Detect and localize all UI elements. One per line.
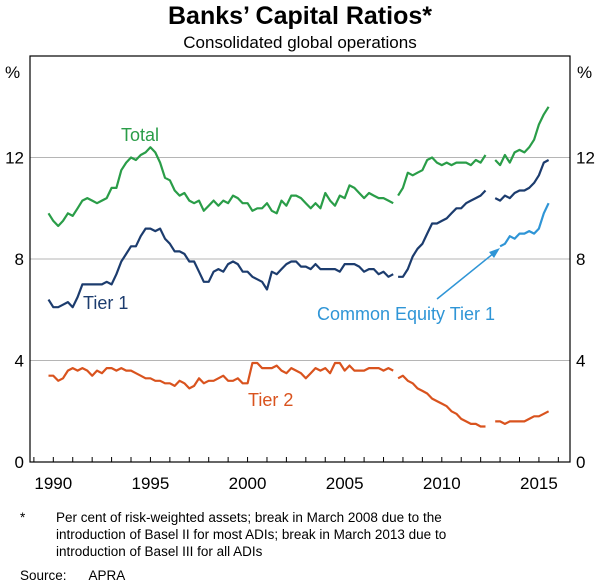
- line-tier2-segment-2: [397, 374, 486, 428]
- source-label: Source:: [20, 568, 67, 583]
- y-tick-label-right: 8: [576, 250, 585, 269]
- cet1-annotation-arrow: [436, 248, 500, 300]
- footnote-line-1: Per cent of risk-weighted assets; break …: [56, 510, 442, 525]
- line-tier1-segment-1: [47, 227, 394, 309]
- y-tick-label-left: 0: [15, 453, 24, 472]
- source-note: Source: APRA: [20, 568, 125, 583]
- label-total: Total: [121, 125, 159, 145]
- source-value: APRA: [88, 568, 126, 583]
- y-unit-left: %: [5, 63, 20, 82]
- gridlines: [30, 157, 570, 361]
- footnote-marker: *: [20, 510, 26, 525]
- y-tick-label-right: 4: [576, 352, 585, 371]
- arrow-shaft: [436, 252, 495, 300]
- x-tick-label: 1990: [34, 474, 72, 493]
- x-tick-label: 2015: [520, 474, 558, 493]
- x-ticks: [33, 457, 559, 462]
- y-tick-label-right: 0: [576, 453, 585, 472]
- line-tier2-segment-3: [495, 410, 550, 425]
- y-tick-label-left: 12: [5, 149, 24, 168]
- x-tick-label: 2010: [423, 474, 461, 493]
- x-tick-label: 2005: [326, 474, 364, 493]
- x-tick-label: 2000: [229, 474, 267, 493]
- line-tier1-segment-2: [398, 189, 487, 278]
- chart-title: Banks’ Capital Ratios*: [168, 2, 432, 30]
- line-total-segment-1: [47, 146, 394, 228]
- x-tick-label: 1995: [132, 474, 170, 493]
- y-tick-labels-right: 0 4 8 12: [576, 149, 595, 473]
- y-tick-labels-left: 0 4 8 12: [5, 149, 24, 473]
- y-tick-label-left: 8: [15, 250, 24, 269]
- footnote-line-3: introduction of Basel III for all ADIs: [56, 544, 263, 559]
- arrow-head: [489, 248, 500, 258]
- line-total-segment-3: [494, 106, 550, 167]
- chart-subtitle: Consolidated global operations: [183, 33, 417, 52]
- label-cet1: Common Equity Tier 1: [317, 304, 495, 324]
- series-lines: [47, 106, 550, 428]
- line-tier2-segment-1: [48, 361, 394, 390]
- line-total-segment-2: [397, 154, 487, 197]
- line-tier1-segment-3: [494, 159, 550, 202]
- plot-frame: [29, 55, 571, 463]
- line-cet1-segment-1: [499, 202, 550, 248]
- label-tier1: Tier 1: [83, 293, 128, 313]
- y-tick-label-right: 12: [576, 149, 595, 168]
- label-tier2: Tier 2: [248, 390, 293, 410]
- x-tick-labels: 1990 1995 2000 2005 2010 2015: [34, 474, 557, 493]
- footnote-line-2: introduction of Basel II for most ADIs; …: [56, 527, 447, 542]
- chart-svg: % % 0 4 8 12 0 4 8 12 1990 1995 2000 2005 2010 2015…: [5, 55, 595, 493]
- y-tick-label-left: 4: [15, 352, 24, 371]
- y-unit-right: %: [577, 63, 592, 82]
